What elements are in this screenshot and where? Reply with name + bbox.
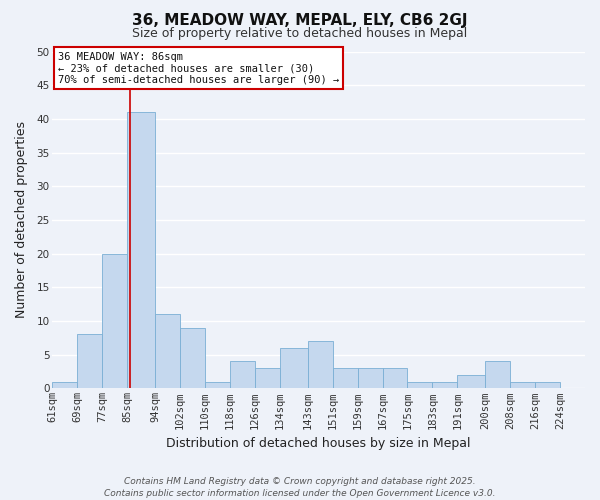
Bar — [510, 382, 535, 388]
Bar — [433, 382, 457, 388]
Bar — [457, 375, 485, 388]
Bar — [230, 362, 255, 388]
Bar — [127, 112, 155, 388]
Text: 36 MEADOW WAY: 86sqm
← 23% of detached houses are smaller (30)
70% of semi-detac: 36 MEADOW WAY: 86sqm ← 23% of detached h… — [58, 52, 339, 84]
Bar — [77, 334, 102, 388]
Text: Contains HM Land Registry data © Crown copyright and database right 2025.
Contai: Contains HM Land Registry data © Crown c… — [104, 476, 496, 498]
Text: 36, MEADOW WAY, MEPAL, ELY, CB6 2GJ: 36, MEADOW WAY, MEPAL, ELY, CB6 2GJ — [132, 12, 468, 28]
Bar — [180, 328, 205, 388]
Bar — [255, 368, 280, 388]
Text: Size of property relative to detached houses in Mepal: Size of property relative to detached ho… — [133, 28, 467, 40]
Bar — [407, 382, 433, 388]
Y-axis label: Number of detached properties: Number of detached properties — [15, 122, 28, 318]
Bar — [358, 368, 383, 388]
Bar — [332, 368, 358, 388]
X-axis label: Distribution of detached houses by size in Mepal: Distribution of detached houses by size … — [166, 437, 471, 450]
Bar — [280, 348, 308, 389]
Bar — [52, 382, 77, 388]
Bar — [485, 362, 510, 388]
Bar — [205, 382, 230, 388]
Bar — [383, 368, 407, 388]
Bar — [308, 341, 332, 388]
Bar — [102, 254, 127, 388]
Bar — [535, 382, 560, 388]
Bar — [155, 314, 180, 388]
